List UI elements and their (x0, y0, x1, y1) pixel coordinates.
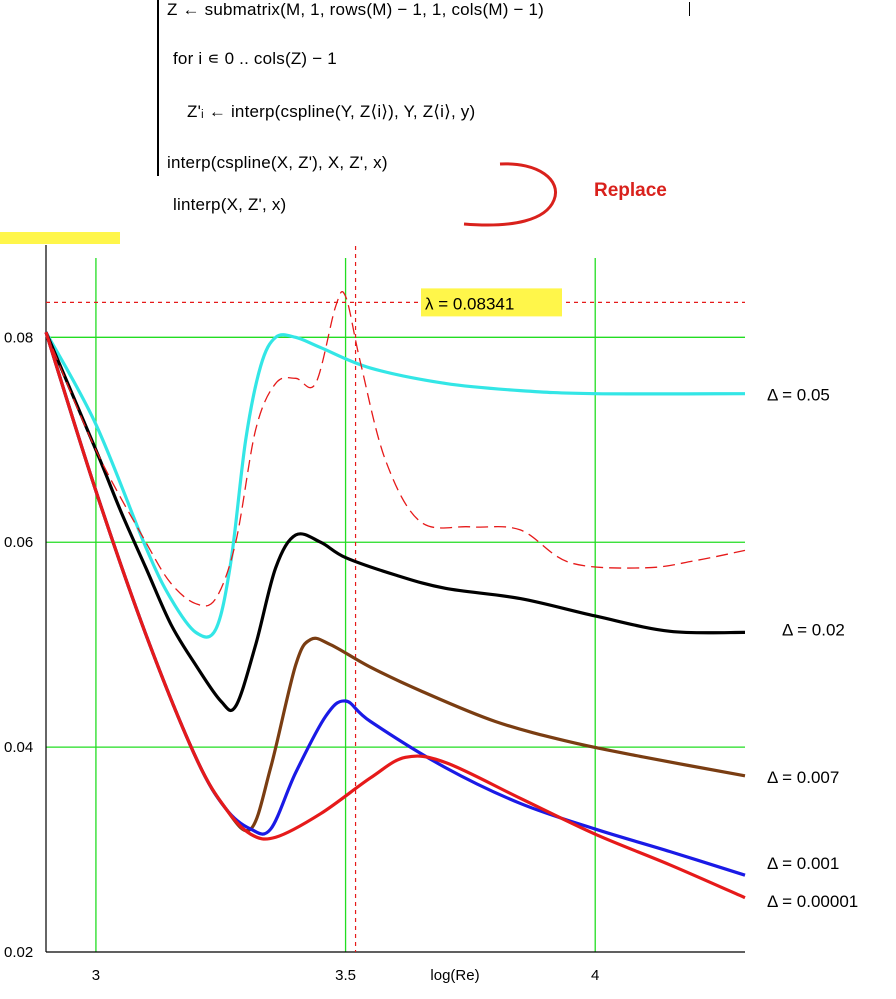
friction-factor-chart: 0.02 0.04 0.06 0.08 3 3.5 4 log(Re) Δ = 0.05 Δ = … (4, 245, 858, 984)
series-label: Δ = 0.05 (767, 386, 830, 405)
replace-arc (463, 162, 557, 227)
formula-line-submatrix: Z ← submatrix(M, 1, rows(M) − 1, 1, cols… (167, 0, 545, 19)
series-label: Δ = 0.00001 (767, 892, 858, 911)
series-line (44, 331, 746, 639)
y-tick-label: 0.08 (4, 329, 33, 346)
formula-block: Z ← submatrix(M, 1, rows(M) − 1, 1, cols… (157, 0, 757, 220)
y-tick-label: 0.04 (4, 739, 33, 756)
x-axis-label: log(Re) (430, 967, 479, 984)
formula-line-linterp: linterp(X, Z', x) (173, 195, 287, 214)
y-tick-label: 0.06 (4, 534, 33, 551)
text-cursor (689, 2, 690, 16)
series-line-dashed (45, 290, 746, 607)
x-tick-label: 4 (591, 967, 599, 984)
x-tick-label: 3.5 (335, 967, 356, 984)
series-line (44, 331, 746, 713)
replace-annotation: Replace (594, 180, 667, 201)
formula-line-for-loop: for i ∊ 0 .. cols(Z) − 1 (173, 49, 337, 68)
x-tick-label: 3 (92, 967, 100, 984)
formula-line-interp-cspline-x: interp(cspline(X, Z'), X, Z', x) (167, 153, 388, 172)
series-line (44, 331, 746, 877)
highlight-mark (0, 232, 120, 244)
marker-label-highlight (421, 288, 562, 317)
y-tick-label: 0.02 (4, 944, 33, 961)
formula-line-interp-cspline-y: Z'ᵢ ← interp(cspline(Y, Z⟨i⟩), Y, Z⟨i⟩, … (187, 102, 476, 121)
program-bracket (157, 0, 159, 176)
series-label: Δ = 0.007 (767, 768, 839, 787)
series-label: Δ = 0.001 (767, 854, 839, 873)
marker-label: λ = 0.08341 (425, 294, 514, 313)
series-label: Δ = 0.02 (782, 620, 845, 639)
series-line (44, 331, 746, 900)
